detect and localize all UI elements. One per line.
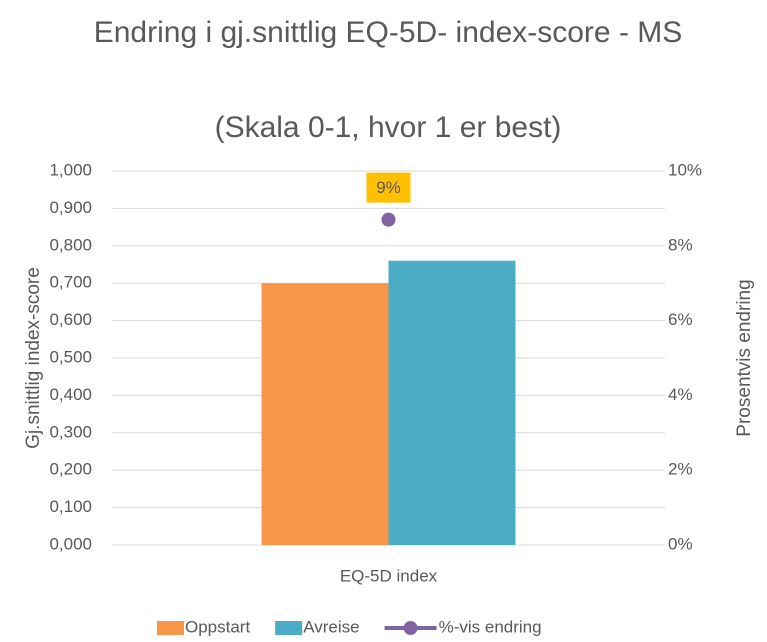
y2-tick-label: 4% bbox=[668, 385, 693, 404]
chart-title: Endring i gj.snittlig EQ-5D- index-score… bbox=[93, 16, 683, 49]
chart-subtitle: (Skala 0-1, hvor 1 er best) bbox=[214, 111, 562, 144]
bar bbox=[388, 260, 516, 545]
y-tick-label: 0,900 bbox=[49, 198, 92, 217]
y2-tick-label: 10% bbox=[668, 160, 702, 179]
y-tick-label: 0,300 bbox=[49, 422, 92, 441]
y-tick-label: 1,000 bbox=[49, 160, 92, 179]
bar bbox=[261, 283, 389, 545]
y-tick-label: 0,800 bbox=[49, 235, 92, 254]
y2-tick-label: 0% bbox=[668, 534, 693, 553]
y-axis-title: Gj.snittlig index-score bbox=[23, 267, 44, 449]
y-tick-label: 0,700 bbox=[49, 273, 92, 292]
y-tick-label: 0,000 bbox=[49, 534, 92, 553]
legend-label: %-vis endring bbox=[439, 617, 542, 636]
data-label: 9% bbox=[376, 178, 401, 197]
legend-label: Avreise bbox=[303, 617, 359, 636]
y-tick-label: 0,400 bbox=[49, 385, 92, 404]
y-tick-label: 0,200 bbox=[49, 460, 92, 479]
y2-axis-title: Prosentvis endring bbox=[734, 279, 755, 436]
y2-tick-label: 6% bbox=[668, 310, 693, 329]
data-label-box bbox=[366, 172, 411, 203]
legend-marker bbox=[403, 621, 418, 635]
x-tick-label: EQ-5D index bbox=[340, 566, 438, 585]
y2-tick-label: 8% bbox=[668, 235, 693, 254]
legend-swatch bbox=[157, 621, 184, 635]
y-tick-label: 0,100 bbox=[49, 497, 92, 516]
line-point bbox=[381, 212, 396, 227]
legend-label: Oppstart bbox=[185, 617, 250, 636]
y2-tick-label: 2% bbox=[668, 460, 693, 479]
y-tick-label: 0,500 bbox=[49, 347, 92, 366]
y-tick-label: 0,600 bbox=[49, 310, 92, 329]
legend-swatch bbox=[275, 621, 303, 635]
